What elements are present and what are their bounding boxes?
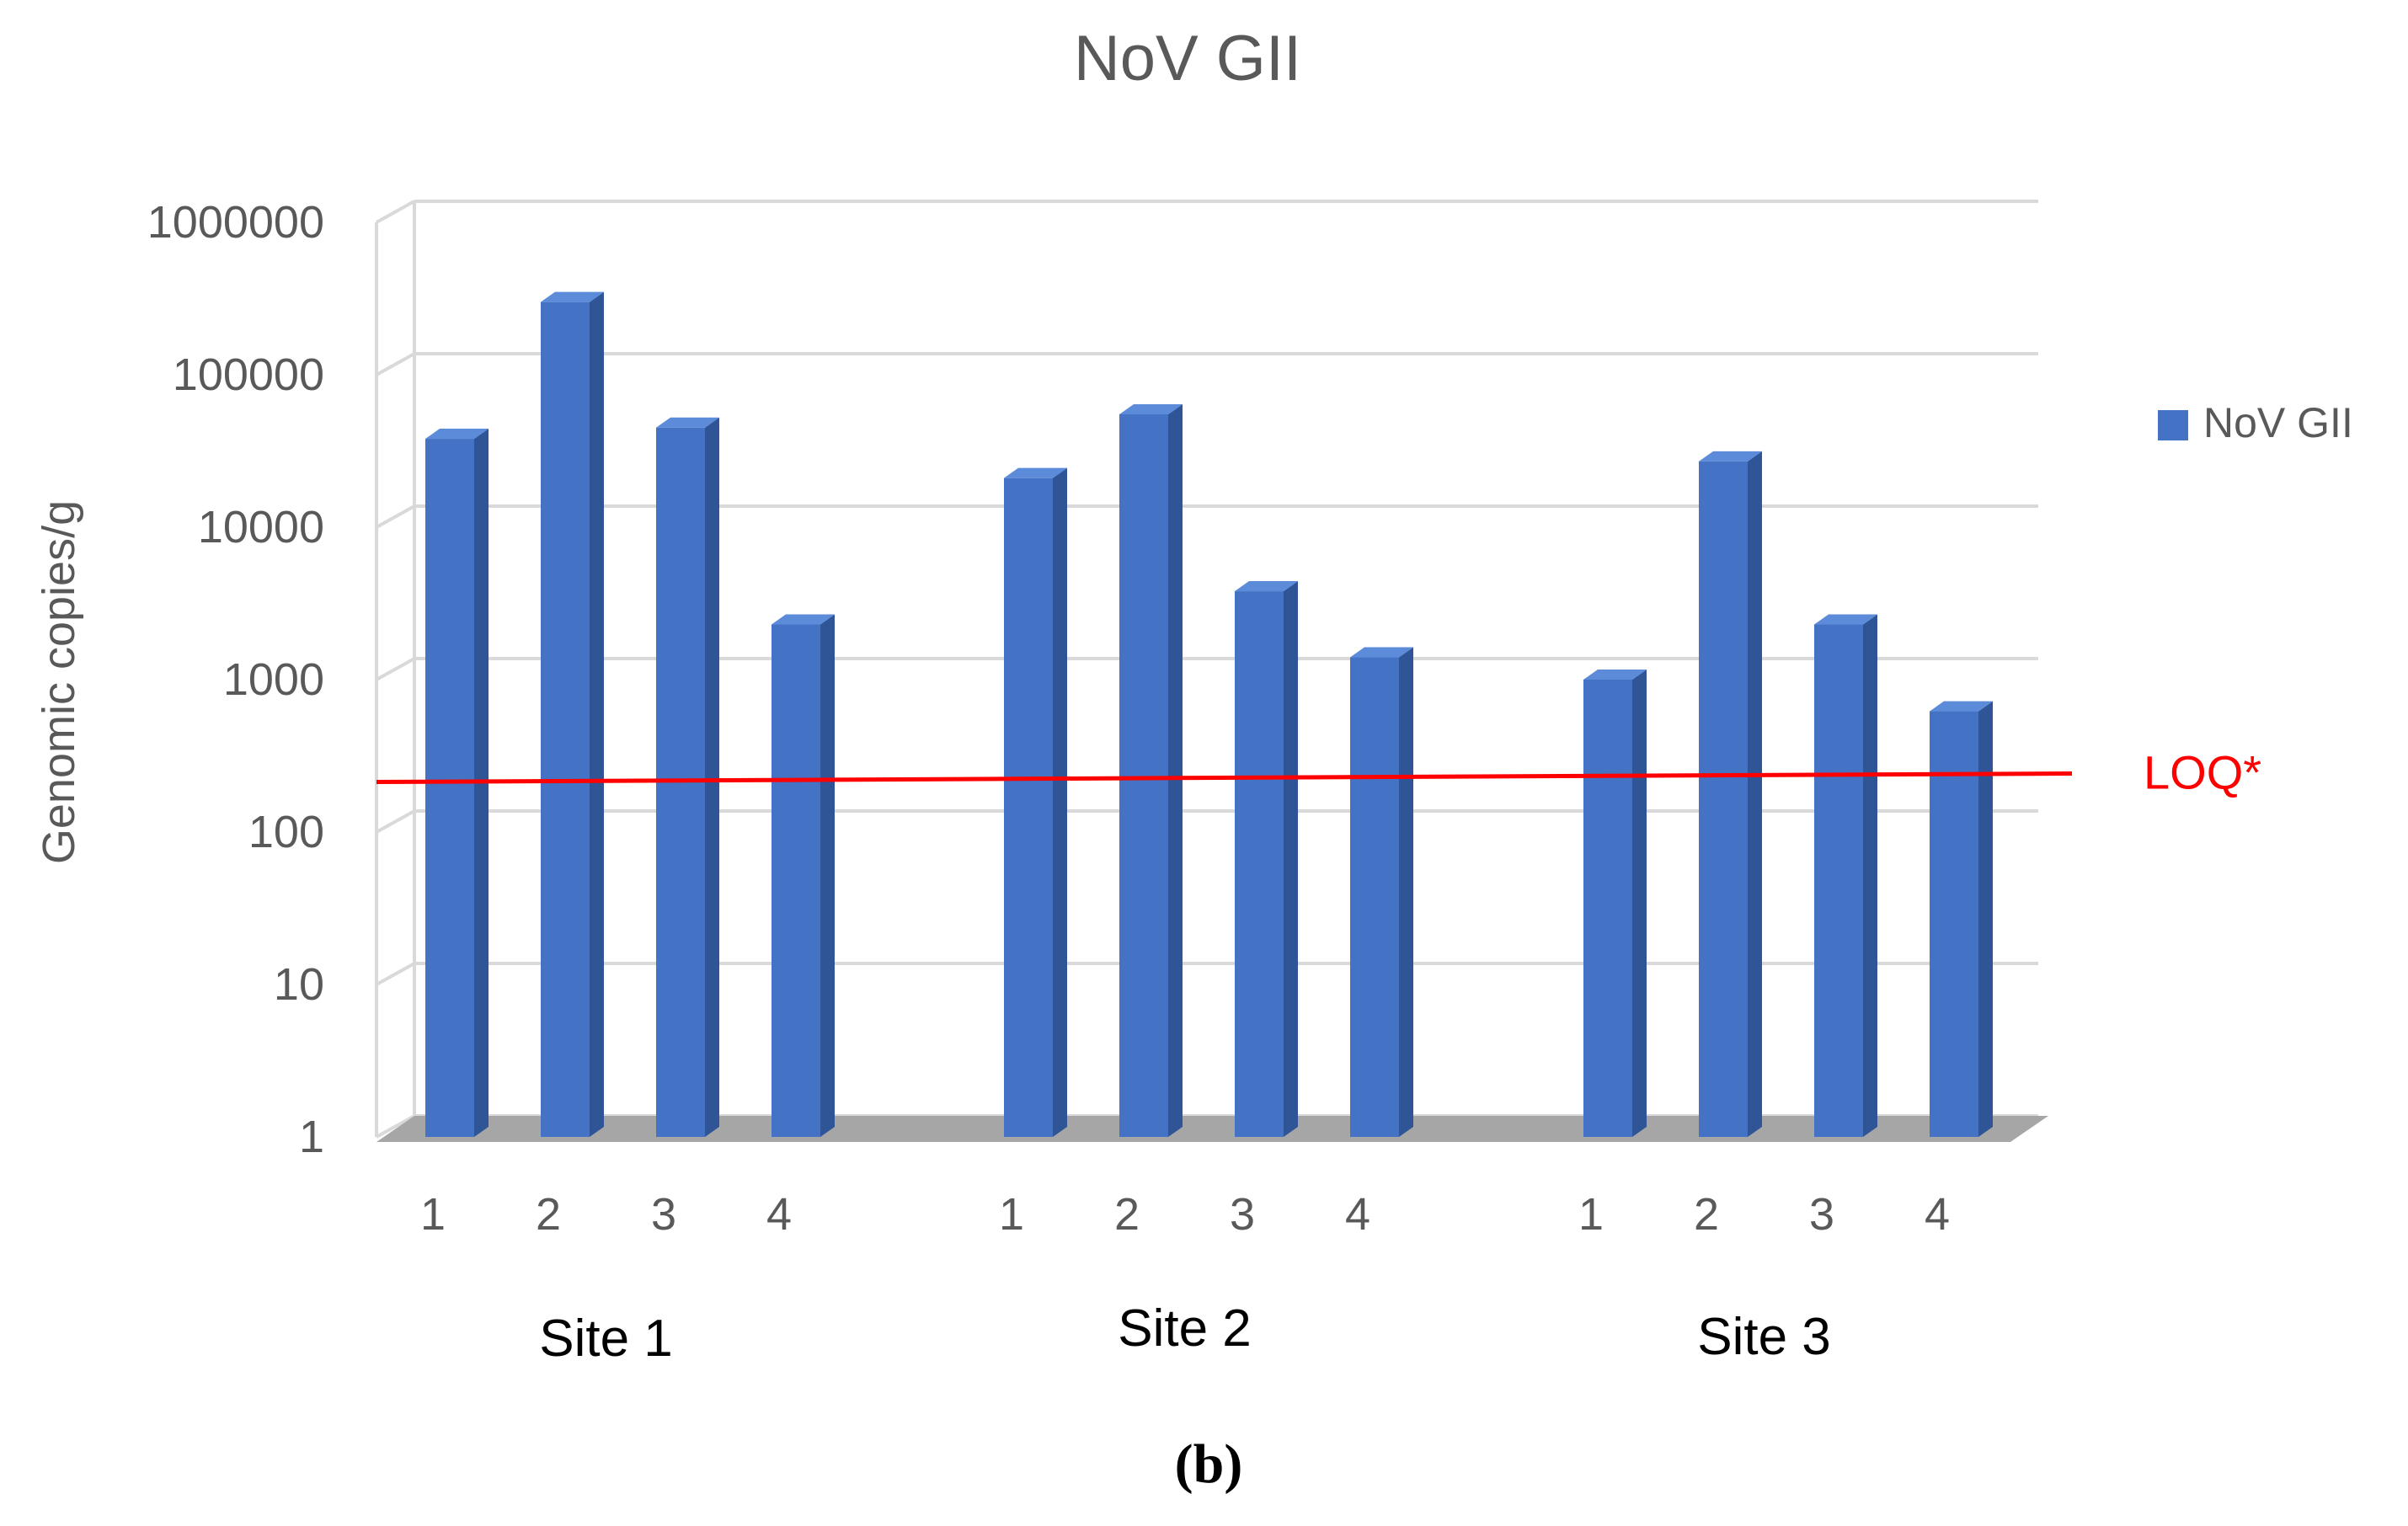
y-tick-label: 10000 bbox=[198, 502, 324, 552]
bar-top bbox=[772, 614, 835, 625]
bar-front bbox=[1119, 414, 1168, 1137]
bar bbox=[656, 417, 719, 1137]
bar-top bbox=[1119, 403, 1183, 414]
loq-label: LOQ* bbox=[2144, 746, 2261, 799]
x-tick-label: 2 bbox=[1694, 1189, 1719, 1240]
bar-front bbox=[1350, 657, 1399, 1137]
x-tick-label: 4 bbox=[766, 1189, 792, 1240]
bar-top bbox=[1930, 701, 1993, 712]
group-labels: Site 1 Site 2 Site 3 bbox=[539, 1299, 1831, 1368]
bar-front bbox=[1235, 591, 1284, 1137]
x-tick-label: 3 bbox=[1809, 1189, 1834, 1240]
bar-side bbox=[1978, 701, 1993, 1137]
bar-top bbox=[1004, 467, 1067, 478]
legend: NoV GII bbox=[2158, 399, 2353, 446]
legend-swatch bbox=[2158, 410, 2188, 440]
x-axis-ticks: 1 2 3 4 1 2 3 4 1 2 3 4 bbox=[420, 1189, 1950, 1240]
bar-front bbox=[425, 439, 474, 1137]
x-tick-label: 3 bbox=[1230, 1189, 1255, 1240]
grid-lines bbox=[375, 200, 2038, 1139]
gridline-side bbox=[376, 352, 415, 376]
y-axis-label: Genomic copies/g bbox=[34, 500, 84, 864]
bar-front bbox=[541, 301, 590, 1137]
bar bbox=[1814, 614, 1877, 1137]
y-axis-ticks: 1 10 100 1000 10000 100000 1000000 bbox=[147, 197, 324, 1162]
x-tick-label: 3 bbox=[651, 1189, 676, 1240]
gridline-side bbox=[376, 962, 415, 986]
bar-front bbox=[1814, 624, 1863, 1137]
bar-side bbox=[1053, 467, 1067, 1137]
bar-side bbox=[1863, 614, 1877, 1137]
bar bbox=[1350, 647, 1413, 1137]
bar-side bbox=[1399, 647, 1413, 1137]
bar-side bbox=[1168, 403, 1183, 1137]
group-label: Site 3 bbox=[1697, 1308, 1831, 1366]
x-tick-label: 1 bbox=[1578, 1189, 1604, 1240]
bar-top bbox=[1350, 647, 1413, 658]
group-label: Site 2 bbox=[1118, 1299, 1252, 1358]
chart-title: NoV GII bbox=[1074, 23, 1301, 94]
bar-top bbox=[1699, 451, 1762, 462]
x-tick-label: 1 bbox=[999, 1189, 1024, 1240]
gridline-side bbox=[376, 504, 415, 529]
bar bbox=[1119, 403, 1183, 1137]
bar-front bbox=[1583, 680, 1632, 1137]
loq-reference: LOQ* bbox=[376, 746, 2261, 799]
bar bbox=[541, 291, 604, 1137]
bar-side bbox=[820, 614, 835, 1137]
bar bbox=[772, 614, 835, 1137]
gridline-side bbox=[376, 200, 415, 224]
x-tick-label: 4 bbox=[1925, 1189, 1950, 1240]
bar-front bbox=[1930, 711, 1978, 1137]
y-tick-label: 1 bbox=[299, 1112, 324, 1162]
bar-top bbox=[1235, 581, 1298, 592]
y-tick-label: 100 bbox=[248, 807, 324, 857]
x-tick-label: 2 bbox=[1114, 1189, 1140, 1240]
bar-front bbox=[772, 624, 820, 1137]
gridline-side bbox=[376, 1114, 415, 1139]
chart-floor bbox=[376, 1116, 2048, 1142]
bar-front bbox=[1004, 478, 1053, 1137]
y-tick-label: 10 bbox=[274, 959, 324, 1010]
bar bbox=[1699, 451, 1762, 1137]
y-tick-label: 100000 bbox=[173, 349, 324, 400]
x-tick-label: 2 bbox=[536, 1189, 561, 1240]
gridline-side bbox=[376, 809, 415, 834]
bar bbox=[1583, 670, 1647, 1137]
x-tick-label: 4 bbox=[1345, 1189, 1370, 1240]
gridline-side bbox=[376, 657, 415, 681]
panel-label: (b) bbox=[1175, 1433, 1243, 1495]
y-tick-label: 1000000 bbox=[147, 197, 324, 248]
bar-top bbox=[1814, 614, 1877, 625]
bar bbox=[1930, 701, 1993, 1137]
bar-side bbox=[1632, 670, 1647, 1137]
bar-front bbox=[1699, 461, 1748, 1137]
bar-top bbox=[1583, 670, 1647, 680]
y-tick-label: 1000 bbox=[223, 654, 324, 705]
bar-side bbox=[1748, 451, 1762, 1137]
bar-side bbox=[590, 291, 604, 1137]
group-label: Site 1 bbox=[539, 1310, 673, 1368]
bar-side bbox=[705, 417, 719, 1137]
bar bbox=[1235, 581, 1298, 1137]
x-tick-label: 1 bbox=[420, 1189, 446, 1240]
floor-surface bbox=[376, 1116, 2048, 1142]
legend-label: NoV GII bbox=[2203, 399, 2353, 446]
bars bbox=[425, 291, 1993, 1137]
bar-top bbox=[656, 417, 719, 428]
loq-line bbox=[376, 771, 2073, 785]
bar-side bbox=[1284, 581, 1298, 1137]
bar-top bbox=[541, 291, 604, 302]
bar-top bbox=[425, 429, 489, 440]
bar bbox=[1004, 467, 1067, 1137]
